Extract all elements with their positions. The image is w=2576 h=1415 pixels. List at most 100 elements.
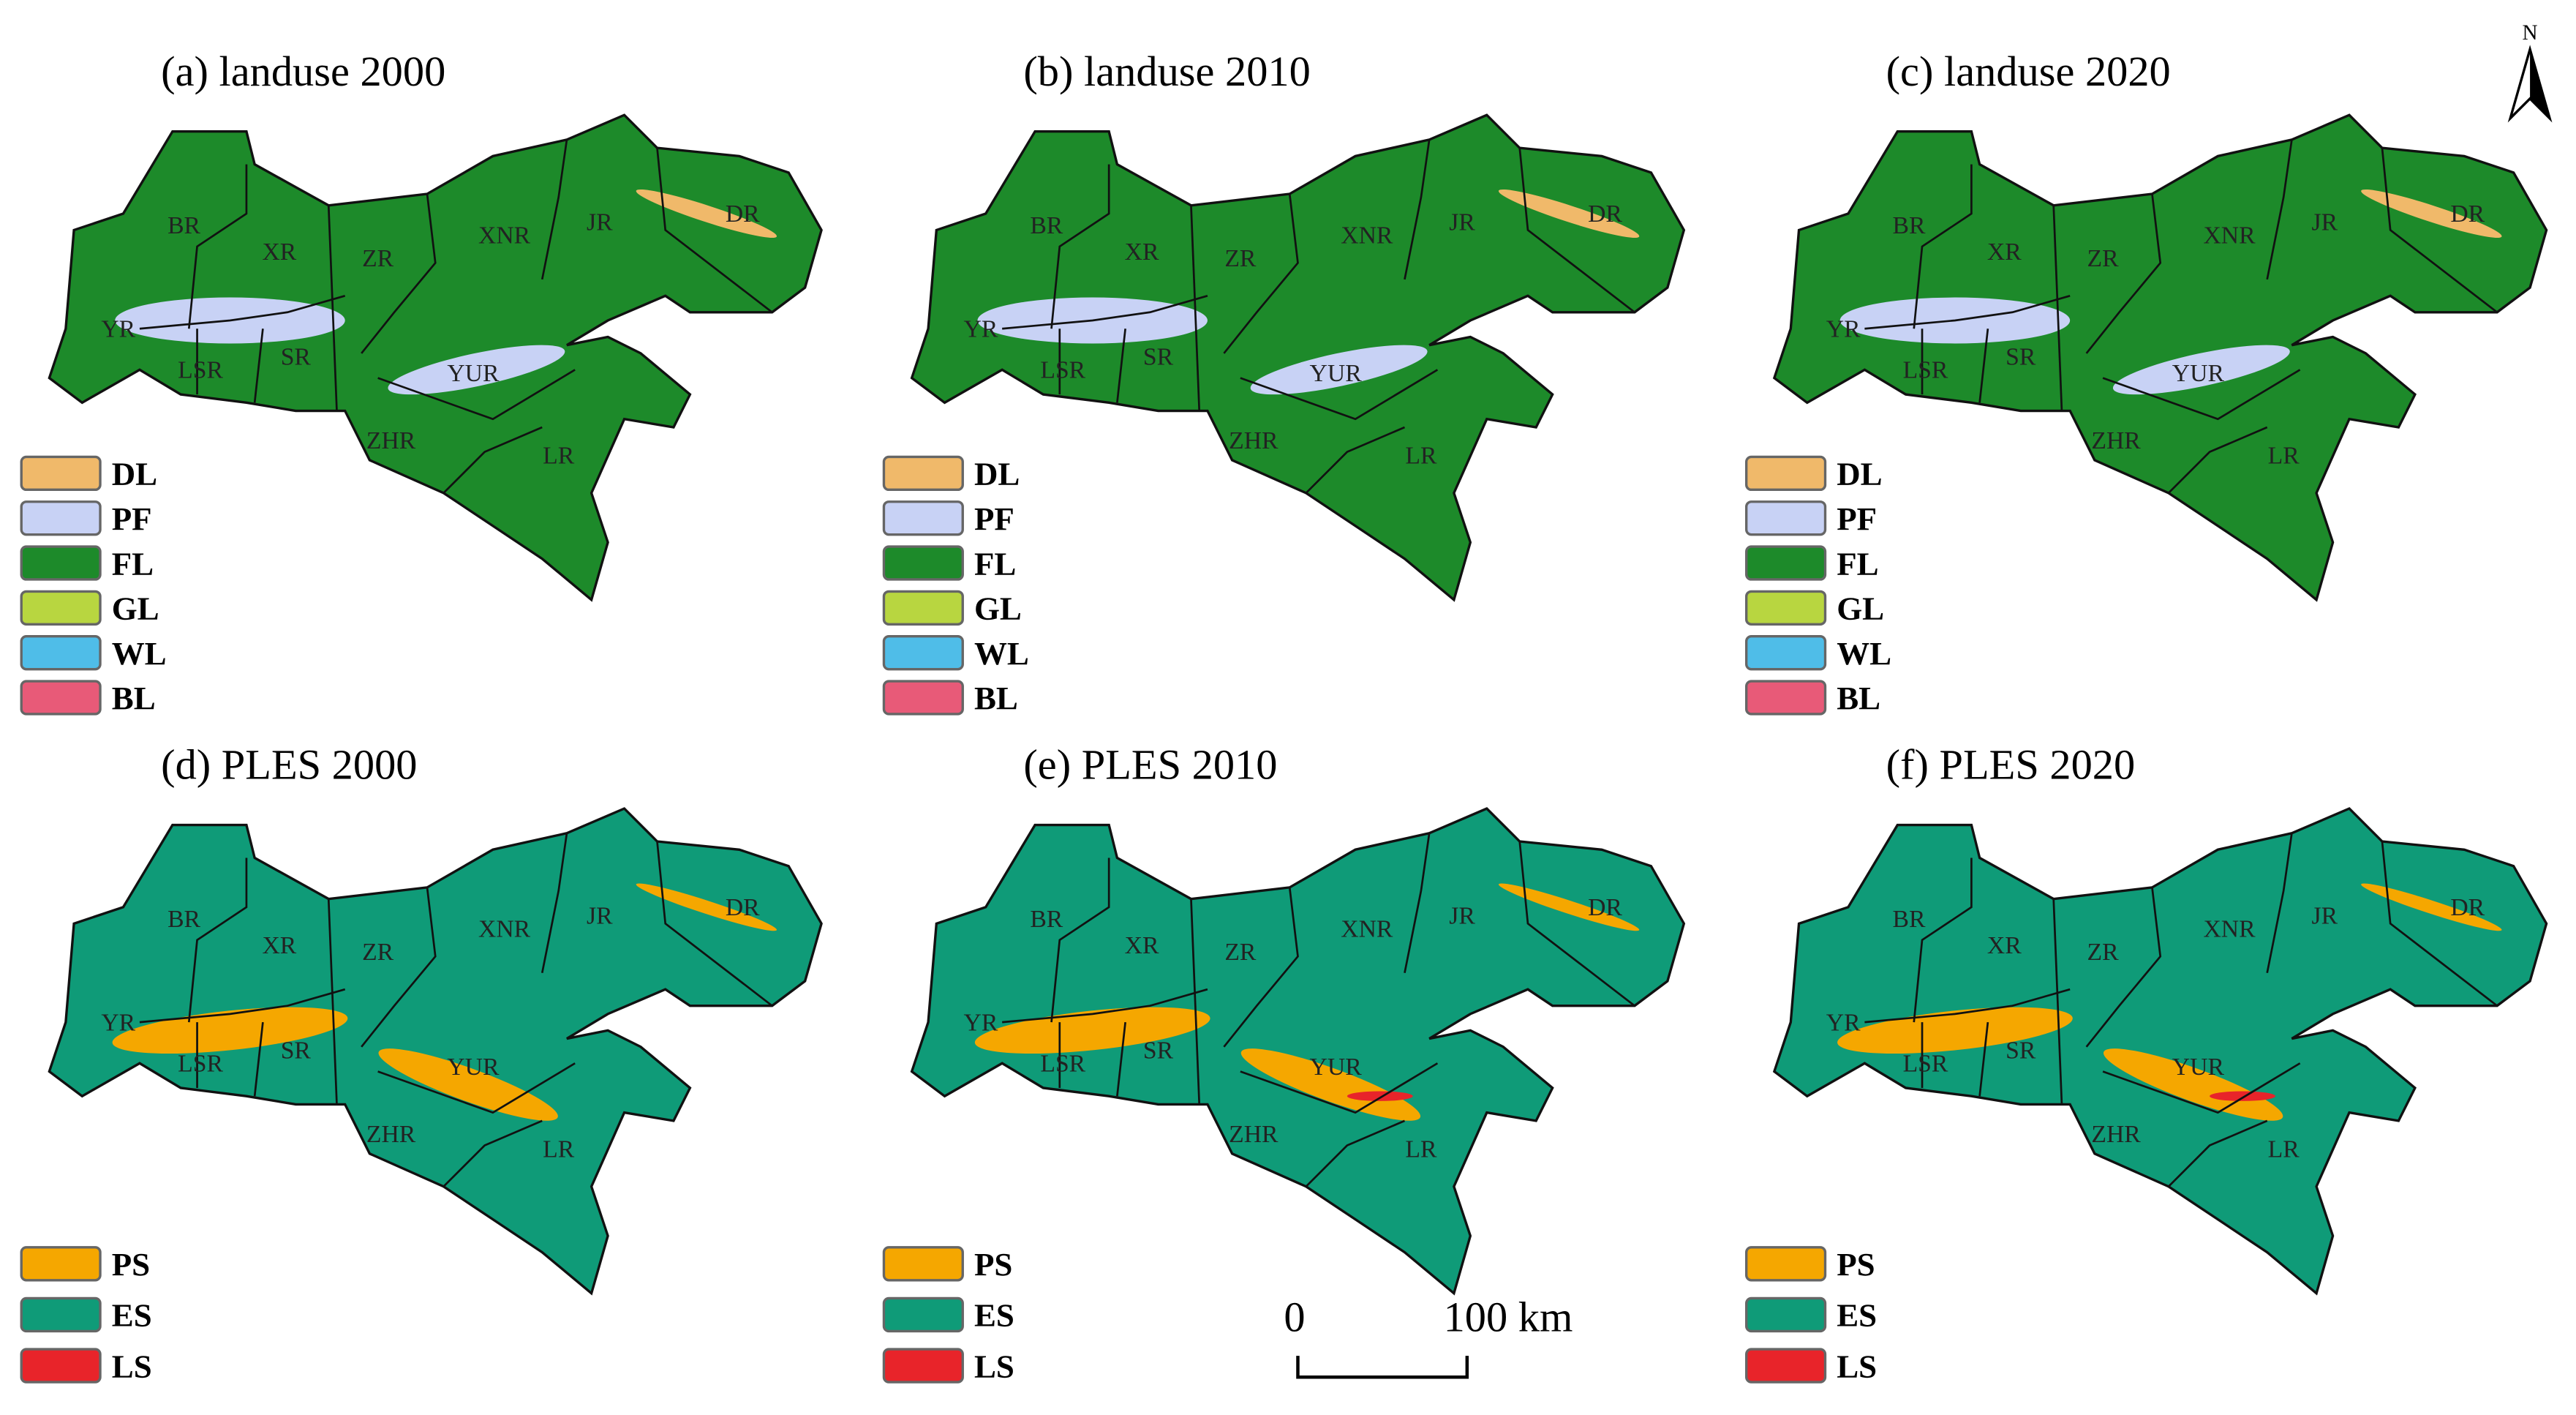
region-label: YR [964,1009,998,1036]
panel-title: (f) PLES 2020 [1886,741,2136,789]
region-label: LR [1405,1136,1437,1163]
region-label: XR [1125,239,1159,266]
region-label: SR [2006,1037,2036,1065]
region-map [1772,113,2548,602]
legend-label: ES [1837,1297,1877,1334]
legend-swatch [20,1348,102,1384]
region-map [910,807,1686,1296]
region-label: ZR [2087,245,2120,272]
region-border [1404,833,1431,973]
region-label: YR [101,1009,135,1036]
region-border [361,887,437,1048]
legend-swatch [1744,545,1827,581]
legend-swatch [20,1296,102,1333]
region-label: XNR [2203,915,2256,942]
region-border [1864,295,2071,330]
panel-title: (e) PLES 2010 [1023,741,1277,789]
scale-end: 100 km [1444,1293,1573,1340]
region-label: XR [1987,932,2022,959]
land-patch [1837,1007,2073,1054]
region-label: SR [281,1037,312,1065]
legend-label: PF [1837,500,1877,537]
legend-label: GL [112,590,159,627]
region-border [1050,857,1110,1023]
panel-title: (b) landuse 2010 [1023,48,1310,95]
legend-swatch [882,500,964,536]
land-patch [2112,345,2290,395]
land-patch [1347,1091,1413,1101]
region-border [187,857,248,1023]
region-label: YR [1826,1009,1861,1036]
region-border [2052,898,2063,1105]
legend-label: PF [112,500,152,537]
region-border [2102,369,2301,421]
map-panel: (e) PLES 2010 BR XR ZR XNR JR DR YR LSR SR YUR ZHR L… [882,741,1686,1384]
legend-label: BL [1837,680,1880,716]
land-patch [112,1007,348,1054]
region-label: SR [1143,344,1174,371]
region-label: BR [1893,212,1926,239]
region-border [1913,857,1973,1023]
north-arrow-fill [2530,49,2550,119]
region-border [1404,139,1431,280]
legend-label: ES [112,1297,152,1334]
region-label: JR [1449,902,1475,929]
region-label: JR [2312,902,2338,929]
region-border [1305,426,1406,494]
panel-title: (a) landuse 2000 [161,48,445,95]
legend-swatch [20,455,102,492]
region-label: DR [1588,200,1622,228]
legend-swatch [882,590,964,626]
region-label: YUR [2172,1054,2225,1081]
region-label: ZHR [366,427,416,454]
region-border [2085,193,2162,354]
legend-swatch [20,545,102,581]
region-border [1978,1021,1989,1097]
land-patch [2361,189,2502,239]
legend-swatch [1744,1296,1827,1333]
region-border [361,193,437,354]
region-label: BR [1030,212,1063,239]
map-panel: (c) landuse 2020 BR XR ZR XNR JR DR YR LSR SR YUR Z… [1744,48,2548,716]
region-border [2381,841,2498,1007]
region-map [910,113,1686,602]
region-label: DR [2450,894,2485,921]
land-patch [2361,883,2502,931]
region-label: LSR [178,357,223,384]
region-label: YUR [447,360,500,387]
panel-title: (d) PLES 2000 [161,741,417,789]
region-border [2102,1062,2301,1114]
legend-label: DL [974,456,1020,492]
region-border [1978,329,1989,403]
region-border [1223,887,1299,1048]
region-label: XR [262,239,296,266]
legend-swatch [1744,635,1827,671]
region-border [1050,164,1110,329]
region-label: DR [726,894,760,921]
region-label: YUR [447,1054,500,1081]
region-label: LSR [1040,1050,1085,1077]
region-label: ZR [1224,245,1257,272]
land-patch [2210,1091,2275,1101]
region-label: ZHR [1229,427,1278,454]
region-border [377,1062,576,1114]
legend-swatch [20,590,102,626]
region-label: XR [262,932,296,959]
region-map [48,113,823,602]
land-patch [636,189,777,239]
region-label: SR [281,344,312,371]
land-patch [636,883,777,931]
region-border [442,426,543,494]
region-label: LSR [1903,1050,1948,1077]
legend-label: PS [1837,1246,1875,1283]
region-label: ZHR [366,1121,416,1148]
legend-swatch [882,1296,964,1333]
legend-label: PF [974,500,1014,537]
region-label: ZR [362,245,394,272]
region-label: ZR [2087,939,2120,966]
region-map [48,807,823,1296]
land-patch [1250,345,1428,395]
region-label: ZR [362,939,394,966]
legend-label: LS [1837,1348,1877,1384]
legend-label: DL [112,456,157,492]
